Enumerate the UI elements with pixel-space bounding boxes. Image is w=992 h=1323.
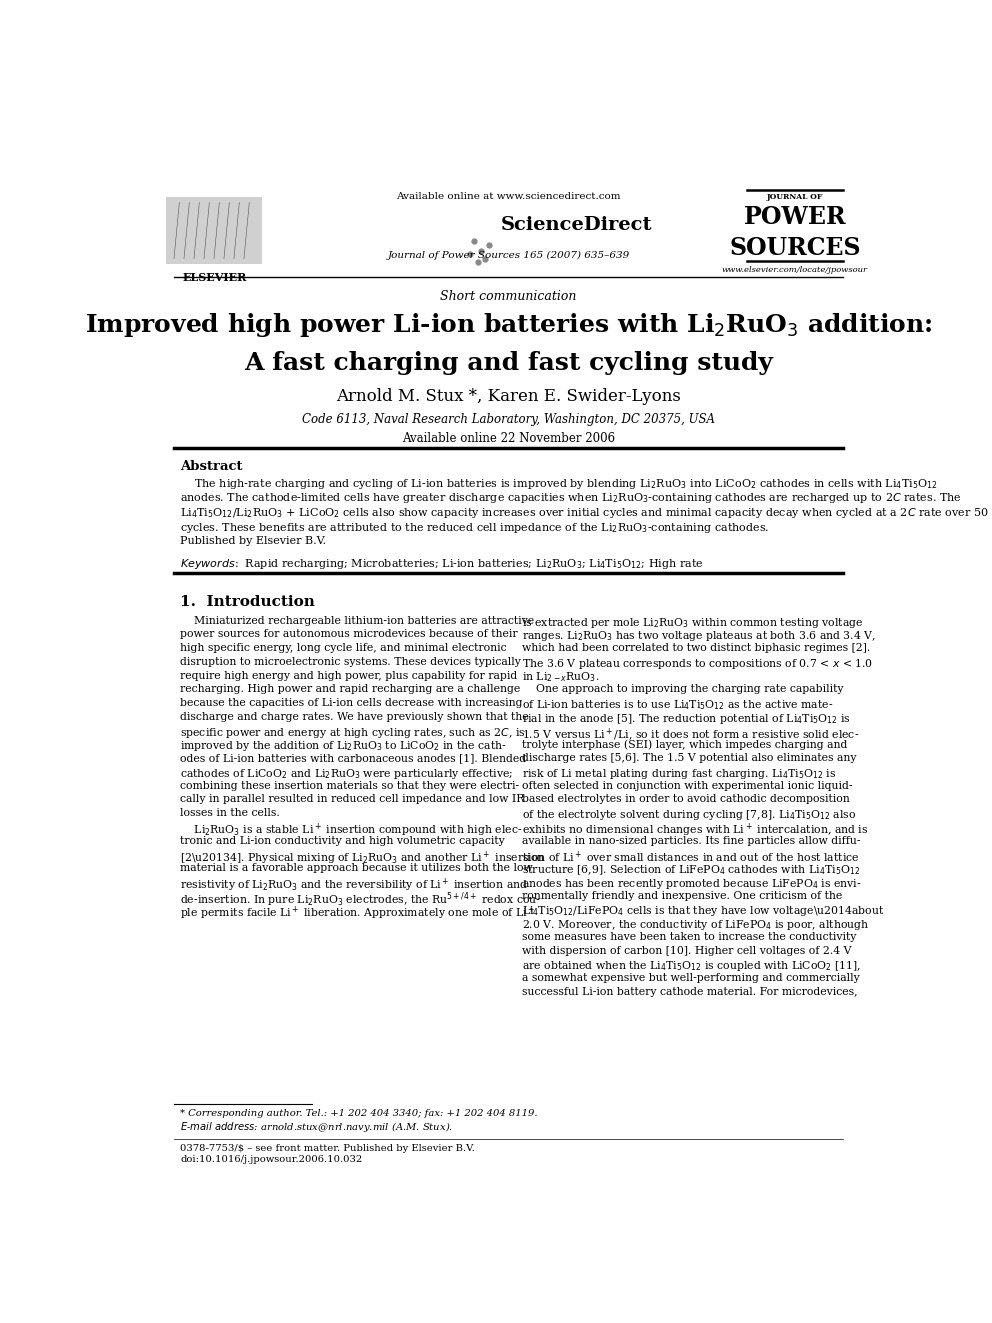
- Text: 1.5 V versus Li$^+$/Li, so it does not form a resistive solid elec-: 1.5 V versus Li$^+$/Li, so it does not f…: [522, 726, 859, 742]
- Text: Arnold M. Stux *, Karen E. Swider-Lyons: Arnold M. Stux *, Karen E. Swider-Lyons: [336, 388, 681, 405]
- Text: trolyte interphase (SEI) layer, which impedes charging and: trolyte interphase (SEI) layer, which im…: [522, 740, 847, 750]
- Text: Available online at www.sciencedirect.com: Available online at www.sciencedirect.co…: [396, 192, 621, 201]
- Text: Code 6113, Naval Research Laboratory, Washington, DC 20375, USA: Code 6113, Naval Research Laboratory, Wa…: [302, 414, 715, 426]
- Text: risk of Li metal plating during fast charging. Li$_4$Ti$_5$O$_{12}$ is: risk of Li metal plating during fast cha…: [522, 767, 836, 781]
- Text: require high energy and high power, plus capability for rapid: require high energy and high power, plus…: [181, 671, 518, 680]
- Text: often selected in conjunction with experimental ionic liquid-: often selected in conjunction with exper…: [522, 781, 853, 791]
- Text: Li$_4$Ti$_5$O$_{12}$/Li$_2$RuO$_3$ + LiCoO$_2$ cells also show capacity increase: Li$_4$Ti$_5$O$_{12}$/Li$_2$RuO$_3$ + LiC…: [181, 507, 989, 520]
- Text: with dispersion of carbon [10]. Higher cell voltages of 2.4 V: with dispersion of carbon [10]. Higher c…: [522, 946, 852, 955]
- Text: discharge rates [5,6]. The 1.5 V potential also eliminates any: discharge rates [5,6]. The 1.5 V potenti…: [522, 753, 857, 763]
- Text: odes of Li-ion batteries with carbonaceous anodes [1]. Blended: odes of Li-ion batteries with carbonaceo…: [181, 753, 526, 763]
- Text: Short communication: Short communication: [440, 290, 576, 303]
- Text: of the electrolyte solvent during cycling [7,8]. Li$_4$Ti$_5$O$_{12}$ also: of the electrolyte solvent during cyclin…: [522, 808, 856, 822]
- Text: Improved high power Li-ion batteries with Li$_2$RuO$_3$ addition:: Improved high power Li-ion batteries wit…: [84, 311, 932, 339]
- Text: exhibits no dimensional changes with Li$^+$ intercalation, and is: exhibits no dimensional changes with Li$…: [522, 822, 869, 839]
- Text: cally in parallel resulted in reduced cell impedance and low IR: cally in parallel resulted in reduced ce…: [181, 794, 525, 804]
- Text: Miniaturized rechargeable lithium-ion batteries are attractive: Miniaturized rechargeable lithium-ion ba…: [181, 615, 535, 626]
- Text: $\mathit{Keywords}$:  Rapid recharging; Microbatteries; Li-ion batteries; Li$_2$: $\mathit{Keywords}$: Rapid recharging; M…: [181, 557, 703, 570]
- Text: $\mathit{E}$-$\mathit{mail\ address}$: arnold.stux@nrl.navy.mil (A.M. Stux).: $\mathit{E}$-$\mathit{mail\ address}$: a…: [181, 1121, 453, 1134]
- Text: some measures have been taken to increase the conductivity: some measures have been taken to increas…: [522, 931, 857, 942]
- Text: rial in the anode [5]. The reduction potential of Li$_4$Ti$_5$O$_{12}$ is: rial in the anode [5]. The reduction pot…: [522, 712, 851, 726]
- Text: based electrolytes in order to avoid cathodic decomposition: based electrolytes in order to avoid cat…: [522, 794, 850, 804]
- Text: specific power and energy at high cycling rates, such as 2$C$, is: specific power and energy at high cyclin…: [181, 726, 526, 740]
- Text: ScienceDirect: ScienceDirect: [501, 216, 652, 234]
- Text: sion of Li$^+$ over small distances in and out of the host lattice: sion of Li$^+$ over small distances in a…: [522, 849, 860, 865]
- Text: are obtained when the Li$_4$Ti$_5$O$_{12}$ is coupled with LiCoO$_2$ [11],: are obtained when the Li$_4$Ti$_5$O$_{12…: [522, 959, 861, 974]
- Text: high specific energy, long cycle life, and minimal electronic: high specific energy, long cycle life, a…: [181, 643, 507, 654]
- Text: A fast charging and fast cycling study: A fast charging and fast cycling study: [244, 352, 773, 376]
- Text: of Li-ion batteries is to use Li$_4$Ti$_5$O$_{12}$ as the active mate-: of Li-ion batteries is to use Li$_4$Ti$_…: [522, 699, 833, 712]
- Text: Abstract: Abstract: [181, 460, 243, 474]
- Text: SOURCES: SOURCES: [729, 237, 860, 261]
- Text: doi:10.1016/j.jpowsour.2006.10.032: doi:10.1016/j.jpowsour.2006.10.032: [181, 1155, 362, 1164]
- Text: which had been correlated to two distinct biphasic regimes [2].: which had been correlated to two distinc…: [522, 643, 871, 654]
- Text: The 3.6 V plateau corresponds to compositions of 0.7 < $x$ < 1.0: The 3.6 V plateau corresponds to composi…: [522, 658, 873, 671]
- Text: The high-rate charging and cycling of Li-ion batteries is improved by blending L: The high-rate charging and cycling of Li…: [181, 476, 938, 491]
- Text: 1.  Introduction: 1. Introduction: [181, 595, 315, 610]
- Text: recharging. High power and rapid recharging are a challenge: recharging. High power and rapid recharg…: [181, 684, 521, 695]
- Text: cycles. These benefits are attributed to the reduced cell impedance of the Li$_2: cycles. These benefits are attributed to…: [181, 521, 770, 534]
- Text: ple permits facile Li$^+$ liberation. Approximately one mole of Li$^+$: ple permits facile Li$^+$ liberation. Ap…: [181, 905, 536, 922]
- Text: de-insertion. In pure Li$_2$RuO$_3$ electrodes, the Ru$^{5+/4+}$ redox cou-: de-insertion. In pure Li$_2$RuO$_3$ elec…: [181, 890, 541, 909]
- Text: improved by the addition of Li$_2$RuO$_3$ to LiCoO$_2$ in the cath-: improved by the addition of Li$_2$RuO$_3…: [181, 740, 507, 753]
- Text: POWER: POWER: [743, 205, 846, 229]
- Text: Li$_2$RuO$_3$ is a stable Li$^+$ insertion compound with high elec-: Li$_2$RuO$_3$ is a stable Li$^+$ inserti…: [181, 822, 523, 839]
- Text: discharge and charge rates. We have previously shown that the: discharge and charge rates. We have prev…: [181, 712, 529, 722]
- Text: structure [6,9]. Selection of LiFePO$_4$ cathodes with Li$_4$Ti$_5$O$_{12}$: structure [6,9]. Selection of LiFePO$_4$…: [522, 863, 860, 877]
- Text: losses in the cells.: losses in the cells.: [181, 808, 280, 818]
- Text: Available online 22 November 2006: Available online 22 November 2006: [402, 431, 615, 445]
- Text: 0378-7753/$ – see front matter. Published by Elsevier B.V.: 0378-7753/$ – see front matter. Publishe…: [181, 1144, 475, 1152]
- Text: successful Li-ion battery cathode material. For microdevices,: successful Li-ion battery cathode materi…: [522, 987, 858, 998]
- Text: * Corresponding author. Tel.: +1 202 404 3340; fax: +1 202 404 8119.: * Corresponding author. Tel.: +1 202 404…: [181, 1109, 538, 1118]
- Text: anodes. The cathode-limited cells have greater discharge capacities when Li$_2$R: anodes. The cathode-limited cells have g…: [181, 491, 962, 505]
- Text: in Li$_{2-x}$RuO$_3$.: in Li$_{2-x}$RuO$_3$.: [522, 671, 600, 684]
- Text: tronic and Li-ion conductivity and high volumetric capacity: tronic and Li-ion conductivity and high …: [181, 836, 505, 845]
- Text: Li$_4$Ti$_5$O$_{12}$/LiFePO$_4$ cells is that they have low voltage\u2014about: Li$_4$Ti$_5$O$_{12}$/LiFePO$_4$ cells is…: [522, 905, 885, 918]
- Bar: [167, 197, 262, 263]
- Text: available in nano-sized particles. Its fine particles allow diffu-: available in nano-sized particles. Its f…: [522, 836, 861, 845]
- Text: 2.0 V. Moreover, the conductivity of LiFePO$_4$ is poor, although: 2.0 V. Moreover, the conductivity of LiF…: [522, 918, 870, 933]
- Text: www.elsevier.com/locate/jpowsour: www.elsevier.com/locate/jpowsour: [722, 266, 868, 274]
- Text: Published by Elsevier B.V.: Published by Elsevier B.V.: [181, 536, 326, 545]
- Text: resistivity of Li$_2$RuO$_3$ and the reversibility of Li$^+$ insertion and: resistivity of Li$_2$RuO$_3$ and the rev…: [181, 877, 528, 894]
- Text: is extracted per mole Li$_2$RuO$_3$ within common testing voltage: is extracted per mole Li$_2$RuO$_3$ with…: [522, 615, 864, 630]
- Text: material is a favorable approach because it utilizes both the low: material is a favorable approach because…: [181, 863, 533, 873]
- Text: ELSEVIER: ELSEVIER: [183, 271, 246, 283]
- Text: ranges. Li$_2$RuO$_3$ has two voltage plateaus at both 3.6 and 3.4 V,: ranges. Li$_2$RuO$_3$ has two voltage pl…: [522, 630, 876, 643]
- Text: because the capacities of Li-ion cells decrease with increasing: because the capacities of Li-ion cells d…: [181, 699, 523, 708]
- Text: [2\u20134]. Physical mixing of Li$_2$RuO$_3$ and another Li$^+$ insertion: [2\u20134]. Physical mixing of Li$_2$RuO…: [181, 849, 546, 867]
- Text: disruption to microelectronic systems. These devices typically: disruption to microelectronic systems. T…: [181, 658, 521, 667]
- Text: ronmentally friendly and inexpensive. One criticism of the: ronmentally friendly and inexpensive. On…: [522, 890, 842, 901]
- Text: Journal of Power Sources 165 (2007) 635–639: Journal of Power Sources 165 (2007) 635–…: [387, 250, 630, 259]
- Text: cathodes of LiCoO$_2$ and Li$_2$RuO$_3$ were particularly effective;: cathodes of LiCoO$_2$ and Li$_2$RuO$_3$ …: [181, 767, 514, 781]
- Text: anodes has been recently promoted because LiFePO$_4$ is envi-: anodes has been recently promoted becaus…: [522, 877, 862, 890]
- Text: combining these insertion materials so that they were electri-: combining these insertion materials so t…: [181, 781, 519, 791]
- Text: power sources for autonomous microdevices because of their: power sources for autonomous microdevice…: [181, 630, 518, 639]
- Text: JOURNAL OF: JOURNAL OF: [767, 193, 823, 201]
- Text: One approach to improving the charging rate capability: One approach to improving the charging r…: [522, 684, 844, 695]
- Text: a somewhat expensive but well-performing and commercially: a somewhat expensive but well-performing…: [522, 974, 860, 983]
